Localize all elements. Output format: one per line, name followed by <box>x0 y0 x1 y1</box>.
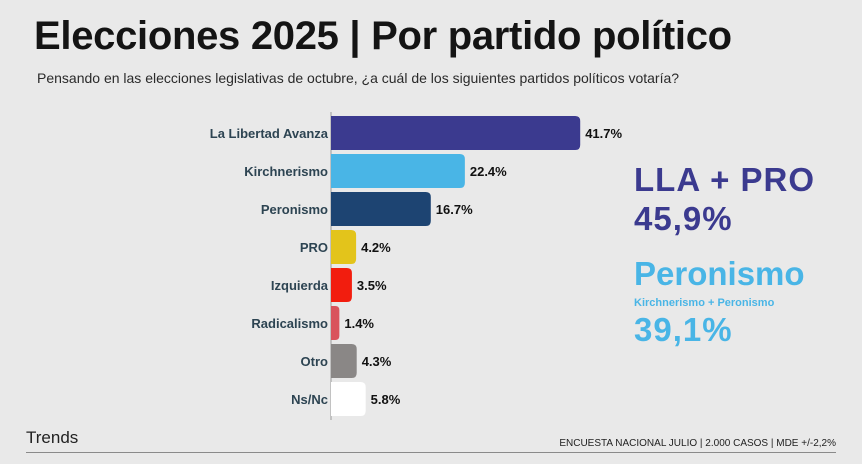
bar-5 <box>331 306 340 340</box>
bar-7 <box>331 382 366 416</box>
value-label-6: 4.3% <box>362 354 392 369</box>
bar-1 <box>331 154 465 188</box>
bar-3 <box>331 230 357 264</box>
bar-2 <box>331 192 431 226</box>
page-subtitle: Pensando en las elecciones legislativas … <box>37 70 680 86</box>
value-label-2: 16.7% <box>436 202 473 217</box>
category-label-7: Ns/Nc <box>291 392 328 407</box>
lla-pro-title: LLA + PRO <box>634 161 816 198</box>
value-label-7: 5.8% <box>371 392 401 407</box>
peronismo-title: Peronismo <box>634 255 805 292</box>
lla-pro-value: 45,9% <box>634 200 733 237</box>
category-label-3: PRO <box>300 240 328 255</box>
peronismo-subtitle: Kirchnerismo + Peronismo <box>634 297 775 309</box>
value-label-0: 41.7% <box>585 126 622 141</box>
category-label-2: Peronismo <box>261 202 328 217</box>
brand-logo: Trends <box>26 428 79 447</box>
value-label-3: 4.2% <box>361 240 391 255</box>
value-label-4: 3.5% <box>357 278 387 293</box>
bar-0 <box>331 116 581 150</box>
bar-4 <box>331 268 352 302</box>
survey-note: ENCUESTA NACIONAL JULIO | 2.000 CASOS | … <box>559 438 836 449</box>
value-label-5: 1.4% <box>344 316 374 331</box>
bar-6 <box>331 344 357 378</box>
footer-divider <box>26 452 836 453</box>
category-label-6: Otro <box>301 354 329 369</box>
category-label-0: La Libertad Avanza <box>210 126 329 141</box>
peronismo-value: 39,1% <box>634 311 733 348</box>
category-label-4: Izquierda <box>271 278 329 293</box>
page-title: Elecciones 2025 | Por partido político <box>34 14 732 58</box>
category-label-5: Radicalismo <box>251 316 328 331</box>
value-label-1: 22.4% <box>470 164 507 179</box>
category-label-1: Kirchnerismo <box>244 164 328 179</box>
